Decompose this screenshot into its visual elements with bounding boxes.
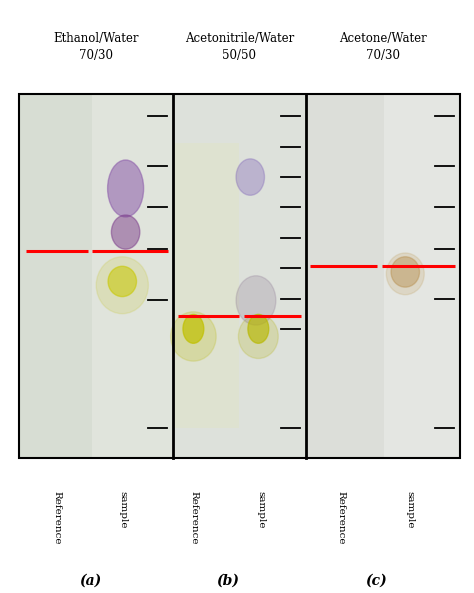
Text: Acetone/Water
70/30: Acetone/Water 70/30 [339, 32, 427, 62]
Bar [173, 94, 306, 458]
Ellipse shape [171, 312, 216, 361]
Text: (c): (c) [365, 573, 386, 587]
Ellipse shape [391, 257, 419, 287]
Bar [19, 94, 173, 458]
Ellipse shape [248, 314, 269, 343]
Text: Reference: Reference [53, 491, 61, 544]
Text: (a): (a) [79, 573, 101, 587]
Bar [173, 143, 239, 428]
Ellipse shape [111, 215, 140, 249]
Ellipse shape [183, 314, 204, 343]
Bar [19, 94, 92, 458]
Text: Reference: Reference [190, 491, 199, 544]
Ellipse shape [236, 159, 264, 195]
Text: sample: sample [406, 491, 414, 528]
Ellipse shape [108, 266, 137, 296]
Text: sample: sample [256, 491, 265, 528]
Text: Ethanol/Water
70/30: Ethanol/Water 70/30 [53, 32, 139, 62]
Ellipse shape [108, 160, 144, 217]
Text: sample: sample [119, 491, 128, 528]
Text: Reference: Reference [337, 491, 346, 544]
Bar [306, 94, 460, 458]
Bar [306, 94, 384, 458]
Text: (b): (b) [216, 573, 239, 587]
Ellipse shape [386, 253, 424, 295]
Ellipse shape [236, 276, 276, 325]
Ellipse shape [238, 314, 278, 359]
Text: Acetonitrile/Water
50/50: Acetonitrile/Water 50/50 [185, 32, 294, 62]
Ellipse shape [96, 257, 148, 314]
